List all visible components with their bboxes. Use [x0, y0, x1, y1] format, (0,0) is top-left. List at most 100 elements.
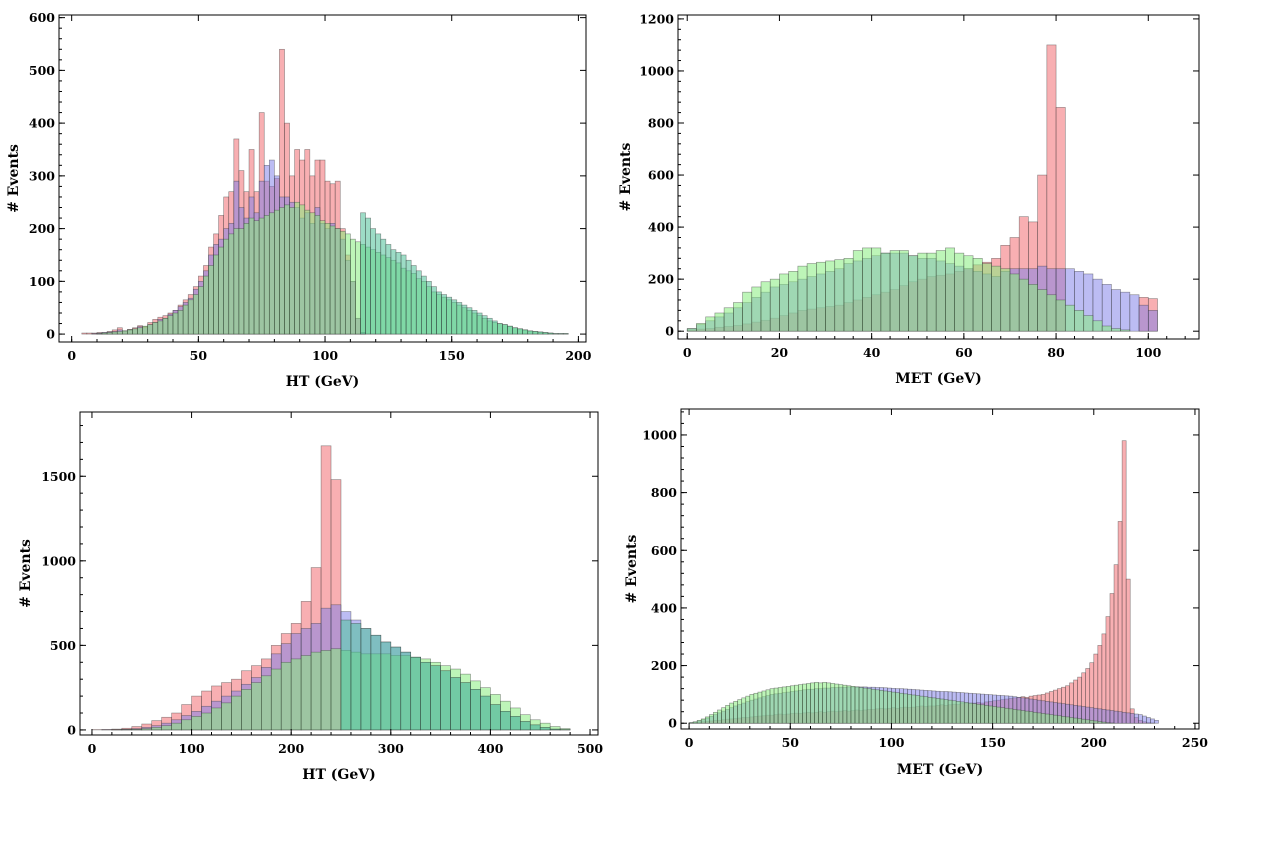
bar-green [745, 695, 751, 724]
plot-frame [677, 14, 1200, 340]
bar-green [101, 332, 108, 335]
x-tick-label: 60 [955, 345, 973, 360]
bar-green [132, 328, 138, 335]
bar-green [696, 720, 702, 724]
bar-green [785, 686, 791, 724]
bar-green [798, 684, 803, 724]
bar-red [1113, 564, 1119, 724]
x-tick-label: 150 [439, 348, 465, 363]
bar-green [294, 201, 301, 335]
bar-blue [1105, 709, 1111, 724]
bar-green [954, 252, 965, 332]
bar-green [781, 686, 787, 724]
bar-green [870, 688, 876, 724]
bar-teal [486, 317, 493, 335]
bar-green [980, 704, 985, 724]
bar-teal [365, 217, 371, 335]
bar-green [131, 728, 143, 731]
bar-green [777, 687, 783, 724]
bar-green [300, 655, 312, 731]
bar-red [1125, 578, 1131, 724]
bar-green [889, 250, 900, 332]
bar-green [826, 682, 832, 724]
bar-green [241, 689, 252, 731]
bar-green [794, 684, 799, 724]
bar-green [963, 255, 974, 332]
bar-green [258, 217, 265, 335]
y-tick-label: 800 [648, 116, 674, 131]
bar-green [749, 694, 755, 724]
bar-teal [390, 646, 402, 731]
bar-green [871, 247, 882, 332]
bar-green [1089, 720, 1095, 724]
bar-green [208, 265, 214, 335]
bar-teal [370, 228, 377, 335]
bar-green [238, 228, 245, 335]
bar-green [908, 255, 919, 332]
bar-green [963, 702, 969, 724]
bar-green [1064, 304, 1075, 332]
bar-green [779, 273, 789, 332]
bar-green [862, 687, 868, 724]
bar-teal [502, 324, 508, 335]
bar-blue [1121, 711, 1127, 724]
bar-teal [557, 333, 564, 335]
bar-teal [476, 312, 483, 335]
bar-green [182, 304, 189, 335]
bar-green [147, 324, 154, 335]
bar-green [838, 684, 844, 724]
bar-green [765, 689, 771, 724]
bar-blue [1146, 717, 1151, 724]
y-axis-label: # Events [624, 534, 640, 603]
bar-teal [441, 294, 447, 335]
bar-green [789, 685, 795, 724]
bar-teal [400, 254, 407, 335]
x-tick-label: 200 [278, 741, 304, 756]
x-tick-label: 0 [683, 345, 692, 360]
bar-green [825, 260, 836, 332]
bar-green [233, 228, 240, 335]
chart-bottom-right: 0 50 100 150 200 250 0 200 400 600 800 1000 MET (GeV… [624, 408, 1208, 778]
bar-green [976, 703, 981, 724]
bar-green [116, 331, 123, 335]
bar-teal [340, 619, 352, 731]
bar-green [280, 661, 292, 731]
bar-green [1018, 278, 1029, 332]
bar-green [842, 684, 848, 724]
bar-green [213, 254, 219, 335]
bar-green [854, 686, 860, 724]
bar-green [733, 302, 743, 332]
bar-green [927, 696, 933, 724]
bar-green [1093, 720, 1099, 724]
bar-green [1069, 717, 1074, 724]
x-tick-label: 250 [1182, 735, 1208, 750]
bar-teal [500, 711, 511, 731]
bar-green [1061, 716, 1066, 724]
bar-green [319, 220, 326, 335]
x-tick-label: 200 [1081, 735, 1107, 750]
bar-green [700, 718, 706, 724]
bar-green [314, 215, 321, 335]
bar-green [329, 225, 336, 335]
y-tick-label: 100 [29, 274, 55, 289]
bar-green [1004, 707, 1010, 724]
bar-green [846, 685, 852, 724]
x-tick-label: 400 [477, 741, 503, 756]
bar-green [198, 286, 204, 335]
bar-teal [451, 299, 458, 335]
bar-green [935, 250, 946, 332]
plot-frame [79, 411, 599, 736]
bar-green [1097, 721, 1103, 724]
bar-teal [466, 307, 473, 335]
bar-red [1117, 521, 1123, 724]
bar-green [1036, 712, 1042, 724]
y-tick-label: 400 [648, 220, 674, 235]
bar-green [773, 687, 779, 724]
bar-green [992, 706, 997, 724]
bar-green [797, 265, 808, 332]
bar-green [223, 238, 230, 335]
bar-green [355, 241, 361, 335]
bar-green [137, 327, 143, 335]
bar-green [802, 683, 807, 724]
